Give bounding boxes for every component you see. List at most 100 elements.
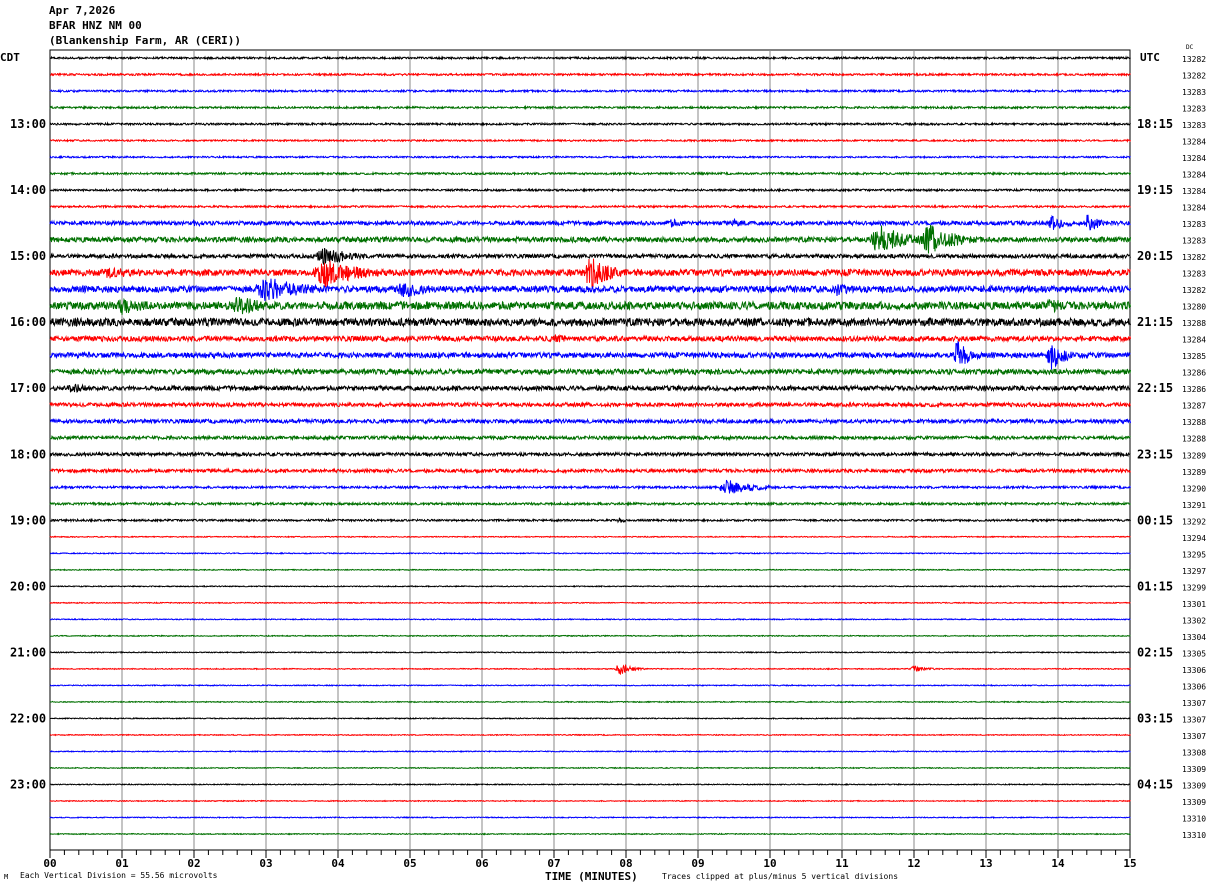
dc-value: 13282 bbox=[1182, 72, 1206, 81]
dc-value: 13308 bbox=[1182, 748, 1206, 757]
seismic-trace bbox=[49, 248, 1131, 266]
seismic-trace bbox=[50, 650, 1131, 655]
seismic-trace bbox=[49, 278, 1131, 301]
dc-value: 13288 bbox=[1182, 418, 1206, 427]
utc-hour-label: 20:15 bbox=[1137, 249, 1173, 263]
corner-mark: M bbox=[4, 873, 9, 881]
seismic-trace bbox=[49, 500, 1131, 507]
left-axis-label: CDT bbox=[0, 51, 20, 64]
dc-value: 13299 bbox=[1182, 583, 1206, 592]
plot-date: Apr 7,2026 bbox=[49, 4, 116, 17]
seismic-trace bbox=[49, 71, 1131, 78]
seismic-trace bbox=[49, 617, 1131, 621]
x-tick-label: 08 bbox=[619, 857, 632, 870]
dc-value: 13283 bbox=[1182, 88, 1206, 97]
x-tick-label: 01 bbox=[115, 857, 129, 870]
seismic-trace bbox=[49, 138, 1131, 143]
seismic-trace bbox=[49, 664, 1131, 675]
seismic-trace bbox=[49, 815, 1131, 820]
cdt-hour-label: 23:00 bbox=[10, 777, 46, 791]
seismic-trace bbox=[49, 479, 1131, 494]
seismic-trace bbox=[49, 340, 1131, 370]
dc-value: 13283 bbox=[1182, 270, 1206, 279]
cdt-hour-label: 22:00 bbox=[10, 711, 46, 725]
dc-value: 13284 bbox=[1182, 138, 1206, 147]
seismic-trace bbox=[50, 551, 1131, 555]
cdt-hour-label: 19:00 bbox=[10, 513, 46, 527]
dc-value: 13286 bbox=[1182, 369, 1206, 378]
dc-value: 13291 bbox=[1182, 501, 1206, 510]
dc-value: 13290 bbox=[1182, 484, 1206, 493]
utc-hour-label: 21:15 bbox=[1137, 315, 1173, 329]
right-axis-label: UTC bbox=[1140, 51, 1160, 64]
seismic-trace bbox=[49, 417, 1131, 426]
scale-note: Each Vertical Division = 55.56 microvolt… bbox=[20, 871, 218, 880]
seismic-trace bbox=[49, 104, 1131, 111]
seismic-trace bbox=[49, 535, 1131, 539]
seismic-trace bbox=[49, 258, 1131, 288]
cdt-hour-label: 16:00 bbox=[10, 315, 46, 329]
utc-hour-label: 18:15 bbox=[1137, 117, 1173, 131]
dc-value: 13282 bbox=[1182, 286, 1206, 295]
seismic-trace bbox=[49, 450, 1131, 458]
x-tick-label: 15 bbox=[1123, 857, 1136, 870]
dc-value: 13310 bbox=[1182, 831, 1206, 840]
utc-hour-label: 22:15 bbox=[1137, 381, 1173, 395]
utc-hour-label: 23:15 bbox=[1137, 447, 1173, 461]
x-tick-label: 13 bbox=[979, 857, 992, 870]
dc-value: 13294 bbox=[1182, 534, 1206, 543]
dc-value: 13307 bbox=[1182, 732, 1206, 741]
cdt-hour-label: 20:00 bbox=[10, 579, 46, 593]
dc-value: 13309 bbox=[1182, 765, 1206, 774]
seismic-trace bbox=[49, 121, 1131, 127]
seismic-trace bbox=[49, 700, 1131, 704]
seismic-trace bbox=[49, 434, 1131, 442]
dc-value: 13307 bbox=[1182, 715, 1206, 724]
dc-header: DC bbox=[1186, 44, 1194, 51]
seismic-trace bbox=[49, 297, 1131, 315]
dc-value: 13301 bbox=[1182, 600, 1206, 609]
x-axis-label: TIME (MINUTES) bbox=[545, 870, 638, 883]
dc-value: 13286 bbox=[1182, 385, 1206, 394]
dc-value: 13306 bbox=[1182, 666, 1206, 675]
utc-hour-label: 00:15 bbox=[1137, 513, 1173, 527]
dc-value: 13304 bbox=[1182, 633, 1206, 642]
dc-value: 13283 bbox=[1182, 121, 1206, 130]
utc-hour-label: 01:15 bbox=[1137, 579, 1173, 593]
cdt-hour-label: 21:00 bbox=[10, 645, 46, 659]
seismic-trace bbox=[50, 782, 1131, 786]
x-tick-label: 14 bbox=[1051, 857, 1065, 870]
x-tick-label: 12 bbox=[907, 857, 920, 870]
seismic-trace bbox=[49, 367, 1131, 377]
seismic-trace bbox=[49, 683, 1131, 687]
plot-frame bbox=[49, 49, 1131, 851]
x-tick-label: 11 bbox=[835, 857, 849, 870]
dc-value: 13310 bbox=[1182, 814, 1206, 823]
seismic-trace bbox=[49, 568, 1131, 572]
seismic-trace bbox=[49, 733, 1131, 737]
dc-value: 13284 bbox=[1182, 204, 1206, 213]
station-site: (Blankenship Farm, AR (CERI)) bbox=[49, 34, 242, 47]
clip-note: Traces clipped at plus/minus 5 vertical … bbox=[662, 872, 899, 881]
seismic-trace bbox=[49, 224, 1131, 254]
dc-value: 13285 bbox=[1182, 352, 1206, 361]
x-tick-label: 10 bbox=[763, 857, 776, 870]
cdt-hour-label: 17:00 bbox=[10, 381, 46, 395]
cdt-hour-label: 18:00 bbox=[10, 447, 46, 461]
seismic-trace bbox=[49, 467, 1131, 475]
dc-value: 13288 bbox=[1182, 435, 1206, 444]
station-code: BFAR HNZ NM 00 bbox=[49, 19, 142, 32]
utc-hour-label: 02:15 bbox=[1137, 645, 1173, 659]
dc-value: 13309 bbox=[1182, 781, 1206, 790]
seismic-trace bbox=[49, 55, 1131, 61]
cdt-hour-label: 13:00 bbox=[10, 117, 46, 131]
utc-hour-label: 04:15 bbox=[1137, 777, 1173, 791]
x-tick-label: 09 bbox=[691, 857, 704, 870]
seismic-trace bbox=[49, 832, 1131, 836]
seismic-trace bbox=[49, 214, 1131, 231]
dc-value: 13284 bbox=[1182, 187, 1206, 196]
utc-hour-label: 03:15 bbox=[1137, 711, 1173, 725]
dc-value: 13292 bbox=[1182, 517, 1206, 526]
seismic-trace bbox=[49, 517, 1131, 524]
seismic-trace bbox=[49, 766, 1131, 770]
